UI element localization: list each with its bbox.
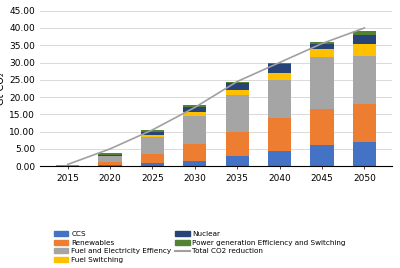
Bar (98, 162, 122, 165)
Bar (353, 56, 376, 104)
Bar (226, 95, 249, 132)
Bar (310, 43, 334, 49)
Bar (141, 137, 164, 154)
Bar (98, 165, 122, 166)
Bar (226, 82, 249, 83)
Bar (353, 43, 376, 56)
Bar (226, 156, 249, 166)
Legend: CCS, Renewables, Fuel and Electricity Effiency, Fuel Switching, Nuclear, Power g: CCS, Renewables, Fuel and Electricity Ef… (53, 230, 347, 265)
Bar (268, 151, 291, 166)
Bar (183, 144, 206, 161)
Bar (98, 157, 122, 162)
Bar (268, 64, 291, 73)
Bar (353, 142, 376, 166)
Bar (268, 62, 291, 64)
Bar (268, 80, 291, 118)
Bar (268, 118, 291, 151)
Bar (353, 31, 376, 35)
Bar (310, 57, 334, 109)
Bar (226, 90, 249, 95)
Bar (183, 112, 206, 116)
Bar (310, 109, 334, 146)
Bar (310, 49, 334, 57)
Bar (183, 107, 206, 112)
Bar (183, 161, 206, 166)
Bar (98, 155, 122, 156)
Bar (310, 146, 334, 166)
Bar (353, 104, 376, 142)
Bar (56, 165, 79, 166)
Bar (226, 132, 249, 156)
Bar (183, 116, 206, 144)
Bar (98, 153, 122, 155)
Bar (141, 163, 164, 166)
Bar (141, 130, 164, 132)
Bar (353, 35, 376, 43)
Bar (310, 42, 334, 43)
Bar (141, 135, 164, 137)
Y-axis label: Gt CO₂: Gt CO₂ (0, 72, 6, 105)
Bar (141, 154, 164, 163)
Bar (98, 156, 122, 157)
Bar (268, 73, 291, 80)
Bar (141, 132, 164, 135)
Bar (226, 83, 249, 90)
Bar (183, 105, 206, 107)
